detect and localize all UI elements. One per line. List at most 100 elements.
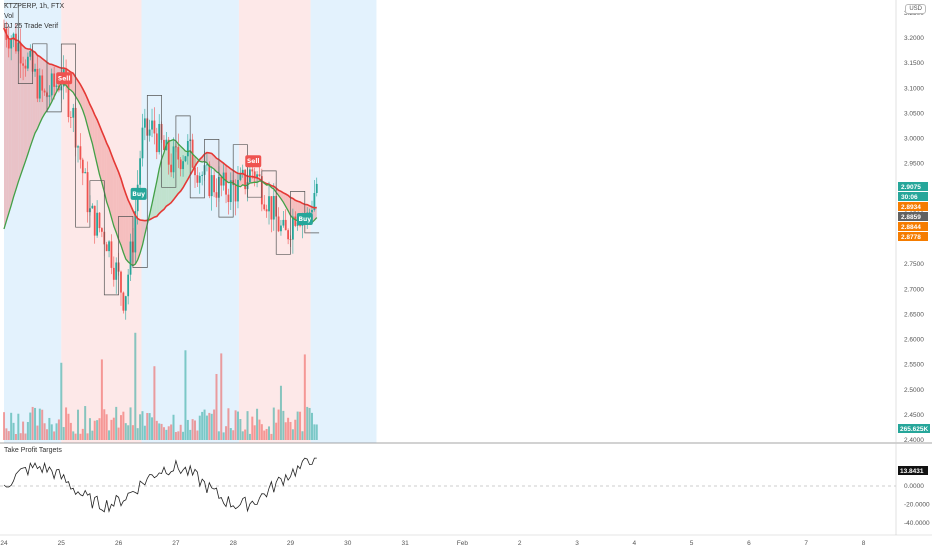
volume-bar bbox=[103, 409, 106, 440]
candle-body bbox=[284, 219, 287, 231]
price-label-text: 2.8934 bbox=[901, 204, 921, 211]
symbol-title[interactable]: KTZPERP, 1h, FTX bbox=[4, 3, 65, 10]
indicator-legend[interactable]: DJ 25 Trade Verif bbox=[4, 23, 59, 30]
volume-bar bbox=[253, 425, 256, 440]
candle-body bbox=[311, 209, 313, 213]
volume-bar bbox=[284, 422, 287, 440]
volume-bar bbox=[153, 366, 156, 440]
volume-bar bbox=[136, 428, 139, 440]
candle-body bbox=[50, 73, 53, 96]
cloud-segment bbox=[187, 150, 191, 180]
time-tick-label: 7 bbox=[804, 540, 808, 547]
osc-value-label: 13.8431 bbox=[898, 466, 928, 475]
cloud-segment bbox=[230, 168, 234, 184]
oscillator-title[interactable]: Take Profit Targets bbox=[4, 447, 62, 454]
candle-body bbox=[213, 175, 215, 193]
volume-bar bbox=[26, 421, 29, 440]
volume-bar bbox=[110, 419, 113, 440]
candle-body bbox=[110, 241, 113, 268]
oscillator-line bbox=[3, 457, 317, 513]
volume-bar bbox=[244, 429, 247, 440]
volume-bar bbox=[91, 430, 94, 440]
volume-bar bbox=[232, 430, 235, 440]
volume-label-text: 265.625K bbox=[900, 426, 928, 433]
volume-bar bbox=[313, 424, 316, 440]
volume-label-box bbox=[898, 424, 930, 433]
candle-body bbox=[96, 212, 99, 236]
candle-body bbox=[108, 241, 110, 252]
time-tick-label: 28 bbox=[230, 540, 238, 547]
candle-body bbox=[251, 169, 254, 172]
cloud-segment bbox=[292, 198, 296, 220]
volume-bar bbox=[172, 414, 175, 440]
volume-bar bbox=[174, 432, 177, 440]
candle-body bbox=[272, 195, 275, 220]
currency-button[interactable]: USD bbox=[905, 4, 926, 14]
candle-body bbox=[24, 65, 27, 69]
volume-bar bbox=[210, 413, 213, 440]
volume-bar bbox=[131, 425, 134, 440]
time-tick-label: Feb bbox=[457, 540, 469, 547]
volume-bar bbox=[198, 415, 201, 440]
price-axis[interactable]: 2.4000 2.4500 2.5000 2.5500 2.6000 2.6500 2.70… bbox=[895, 0, 930, 535]
candle-body bbox=[220, 176, 223, 186]
candle-body bbox=[105, 244, 108, 252]
candle-body bbox=[155, 133, 158, 153]
cloud-segment bbox=[202, 154, 205, 163]
candle-body bbox=[120, 271, 122, 293]
volume-bar bbox=[291, 429, 294, 440]
candle-body bbox=[253, 171, 256, 179]
cloud-segment bbox=[111, 154, 114, 227]
candle-body bbox=[227, 194, 230, 203]
signal-label: Buy bbox=[132, 191, 145, 198]
volume-bar bbox=[119, 415, 122, 440]
regime-band-4 bbox=[310, 0, 377, 443]
volume-bar bbox=[225, 426, 228, 440]
cloud-segment bbox=[161, 152, 164, 212]
candle-body bbox=[67, 84, 70, 118]
candle-body bbox=[72, 107, 75, 118]
volume-bar bbox=[86, 433, 89, 440]
price-label-3: 2.8859 bbox=[898, 212, 928, 221]
price-label-4: 2.8844 bbox=[898, 222, 928, 231]
volume-bar bbox=[5, 428, 8, 440]
price-label-2: 2.8934 bbox=[898, 202, 928, 211]
volume-bar bbox=[272, 407, 275, 440]
volume-bar bbox=[112, 417, 115, 440]
candle-body bbox=[234, 184, 237, 202]
volume-bar bbox=[279, 385, 282, 440]
volume-bar bbox=[17, 413, 20, 440]
cloud-segment bbox=[214, 155, 217, 172]
volume-bar bbox=[146, 412, 149, 440]
volume-bar bbox=[201, 411, 204, 440]
volume-bar bbox=[53, 431, 56, 440]
candle-body bbox=[268, 196, 270, 212]
price-tick-label: 2.5500 bbox=[904, 362, 924, 369]
ma-cloud bbox=[4, 28, 317, 266]
candle-body bbox=[93, 205, 96, 236]
candle-body bbox=[79, 146, 82, 160]
cloud-segment bbox=[180, 146, 184, 192]
cloud-segment bbox=[120, 178, 124, 253]
cloud-segment bbox=[209, 152, 212, 168]
volume-bar bbox=[205, 415, 208, 440]
volume-bar bbox=[241, 431, 244, 440]
volume-bar bbox=[270, 433, 273, 440]
volume-bar bbox=[50, 424, 53, 440]
candle-body bbox=[122, 292, 125, 311]
time-axis[interactable]: 24 25 26 27 28 29 30 31 Feb 2 3 4 5 6 7 8 bbox=[0, 534, 932, 547]
signal-label: Sell bbox=[58, 75, 71, 82]
osc-tick-label: -20.0000 bbox=[904, 502, 930, 509]
volume-bar bbox=[213, 409, 216, 440]
cloud-segment bbox=[80, 84, 83, 111]
volume-bar bbox=[196, 430, 199, 440]
volume-legend[interactable]: Vol bbox=[4, 13, 14, 20]
volume-bar bbox=[127, 425, 130, 440]
price-tick-label: 3.0000 bbox=[904, 136, 924, 143]
cloud-segment bbox=[54, 65, 57, 97]
osc-label-text: 13.8431 bbox=[900, 468, 924, 475]
signal-box bbox=[130, 187, 147, 200]
price-label-text: 2.8778 bbox=[901, 234, 921, 241]
time-tick-label: 24 bbox=[0, 540, 8, 547]
